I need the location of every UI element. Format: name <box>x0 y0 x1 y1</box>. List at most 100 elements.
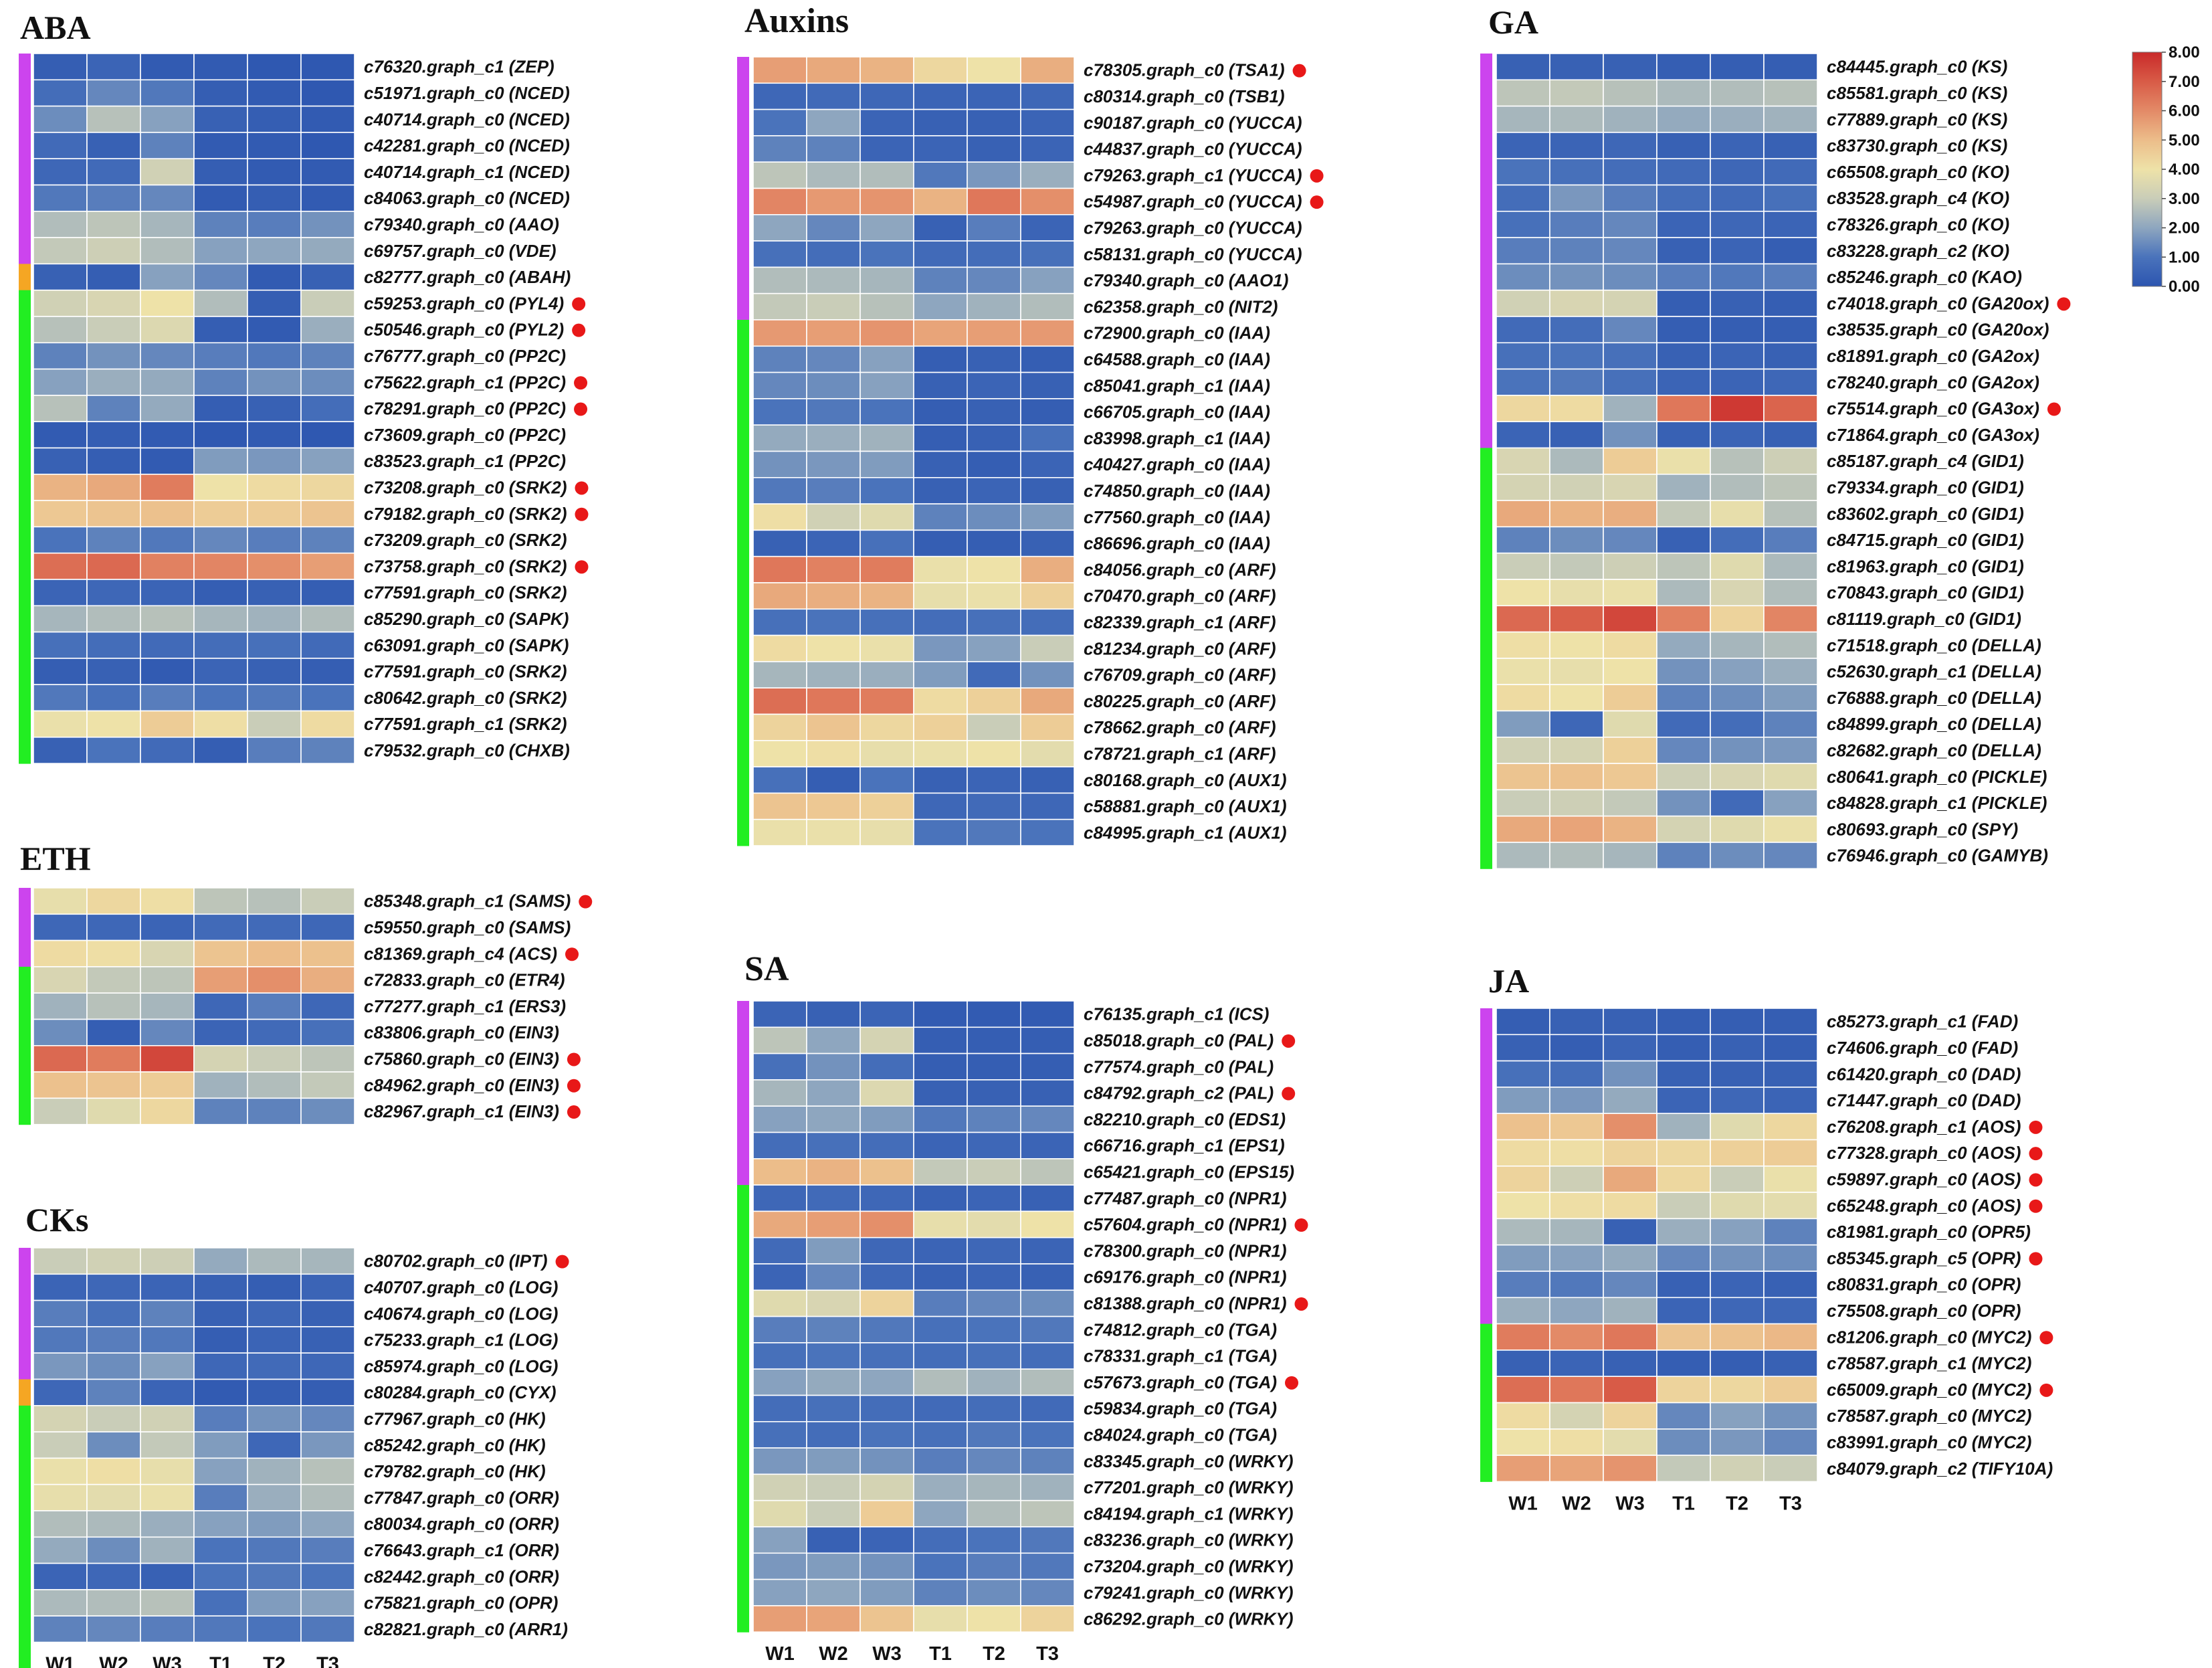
heatmap-cell <box>300 605 355 633</box>
heatmap-cell <box>860 555 914 583</box>
gene-label: c84024.graph_c0 (TGA) <box>1084 1424 1277 1445</box>
heatmap-cell <box>806 187 861 215</box>
heatmap-cell <box>140 1071 195 1099</box>
gene-label: c82442.graph_c0 (ORR) <box>364 1566 559 1586</box>
heatmap-cell <box>860 634 914 662</box>
significance-dot <box>1310 195 1324 209</box>
heatmap-cell <box>140 368 195 396</box>
gene-label: c51971.graph_c0 (NCED) <box>364 83 570 103</box>
heatmap-cell <box>1020 1052 1075 1081</box>
heatmap-cell <box>1549 552 1604 580</box>
heatmap-cell <box>1656 526 1711 554</box>
gene-label: c78587.graph_c1 (MYC2) <box>1827 1354 2031 1374</box>
heatmap-cell <box>1603 552 1657 580</box>
heatmap-cell <box>1549 1297 1604 1325</box>
heatmap-cell <box>300 1273 355 1301</box>
gene-label: c65508.graph_c0 (KO) <box>1827 162 2009 182</box>
heatmap-cell <box>33 1510 88 1538</box>
gene-label: c59253.graph_c0 (PYL4) <box>364 293 564 313</box>
heatmap-cell <box>1710 631 1765 659</box>
x-tick-label: T3 <box>1036 1643 1059 1665</box>
heatmap-cell <box>1710 579 1765 607</box>
gene-label: c82210.graph_c0 (EDS1) <box>1084 1109 1286 1129</box>
heatmap-cell <box>1549 368 1604 396</box>
heatmap-cell <box>860 740 914 767</box>
heatmap-cell <box>967 818 1021 846</box>
heatmap-cell <box>1549 1402 1604 1430</box>
heatmap-cell <box>300 1615 355 1643</box>
heatmap-cell <box>1603 1218 1657 1246</box>
heatmap-cell <box>1549 842 1604 870</box>
heatmap-cell <box>140 1378 195 1406</box>
heatmap-cell <box>1020 1079 1075 1107</box>
gene-label: c73209.graph_c0 (SRK2) <box>364 530 567 550</box>
heatmap-cell <box>806 1315 861 1343</box>
heatmap-cell <box>913 1105 968 1133</box>
heatmap-cell <box>860 1131 914 1160</box>
heatmap-cell <box>1020 135 1075 163</box>
heatmap-cell <box>806 661 861 689</box>
heatmap-cell <box>1763 1008 1818 1036</box>
heatmap-cell <box>913 213 968 242</box>
heatmap-cell <box>1549 79 1604 107</box>
heatmap-cell <box>247 1299 302 1327</box>
heatmap-cell <box>1020 740 1075 767</box>
gene-label: c79340.graph_c0 (AAO) <box>364 214 559 234</box>
heatmap-cell <box>193 1247 248 1275</box>
legend-tick-label: 0.00 <box>2169 278 2200 296</box>
heatmap-cell <box>967 1210 1021 1238</box>
heatmap-cell <box>247 316 302 344</box>
heatmap-cell <box>1603 1166 1657 1193</box>
significance-dot <box>575 507 589 521</box>
heatmap-cell <box>913 1552 968 1580</box>
heatmap-cell <box>1020 108 1075 136</box>
heatmap-cell <box>752 266 807 294</box>
gene-label: c85290.graph_c0 (SAPK) <box>364 609 569 629</box>
heatmap-cell <box>860 608 914 636</box>
heatmap-cell <box>1020 713 1075 741</box>
heatmap-cell <box>1656 1218 1711 1246</box>
heatmap-cell <box>33 913 88 941</box>
heatmap-cell <box>1496 158 1550 186</box>
heatmap-cell <box>33 342 88 370</box>
gene-label: c65248.graph_c0 (AOS) <box>1827 1196 2021 1216</box>
x-tick-label: W3 <box>153 1654 182 1668</box>
heatmap-cell <box>967 555 1021 583</box>
heatmap-cell <box>806 1526 861 1554</box>
heatmap-cell <box>913 319 968 347</box>
legend-tick-label: 4.00 <box>2169 161 2200 179</box>
heatmap-cell <box>1496 263 1550 291</box>
heatmap-cell <box>1763 53 1818 81</box>
gene-label: c73208.graph_c0 (SRK2) <box>364 477 567 497</box>
heatmap-cell <box>300 1457 355 1485</box>
gene-label: c74018.graph_c0 (GA20ox) <box>1827 293 2049 313</box>
heatmap-cell <box>806 713 861 741</box>
heatmap-cell <box>1656 684 1711 712</box>
heatmap-cell <box>806 1052 861 1081</box>
gene-label: c83806.graph_c0 (EIN3) <box>364 1022 559 1042</box>
heatmap-cell <box>1020 687 1075 715</box>
gene-label: c54987.graph_c0 (YUCCA) <box>1084 191 1302 211</box>
heatmap-cell <box>1496 763 1550 791</box>
heatmap-cell <box>300 631 355 659</box>
gene-label: c82682.graph_c0 (DELLA) <box>1827 740 2041 760</box>
legend-tick-label: 2.00 <box>2169 219 2200 238</box>
group-bar-magenta <box>1480 1008 1492 1325</box>
heatmap-cell <box>300 1562 355 1590</box>
heatmap-cell <box>140 1018 195 1046</box>
heatmap-cell <box>913 187 968 215</box>
significance-dot <box>1310 169 1324 183</box>
heatmap-panel-aba: ABA c76320.graph_c1 (ZEP) c51971.graph_c0 … <box>19 9 589 764</box>
heatmap-cell <box>300 1299 355 1327</box>
heatmap-cell <box>300 447 355 475</box>
heatmap-cell <box>140 1247 195 1275</box>
heatmap-cell <box>1549 105 1604 133</box>
heatmap-cell <box>913 266 968 294</box>
heatmap-cell <box>1549 500 1604 528</box>
heatmap-cell <box>33 1589 88 1616</box>
heatmap-cell <box>860 1552 914 1580</box>
gene-label: c78240.graph_c0 (GA2ox) <box>1827 372 2039 392</box>
heatmap-cell <box>860 1079 914 1107</box>
gene-label: c77201.graph_c0 (WRKY) <box>1084 1477 1294 1497</box>
gene-label: c40674.graph_c0 (LOG) <box>364 1303 558 1323</box>
